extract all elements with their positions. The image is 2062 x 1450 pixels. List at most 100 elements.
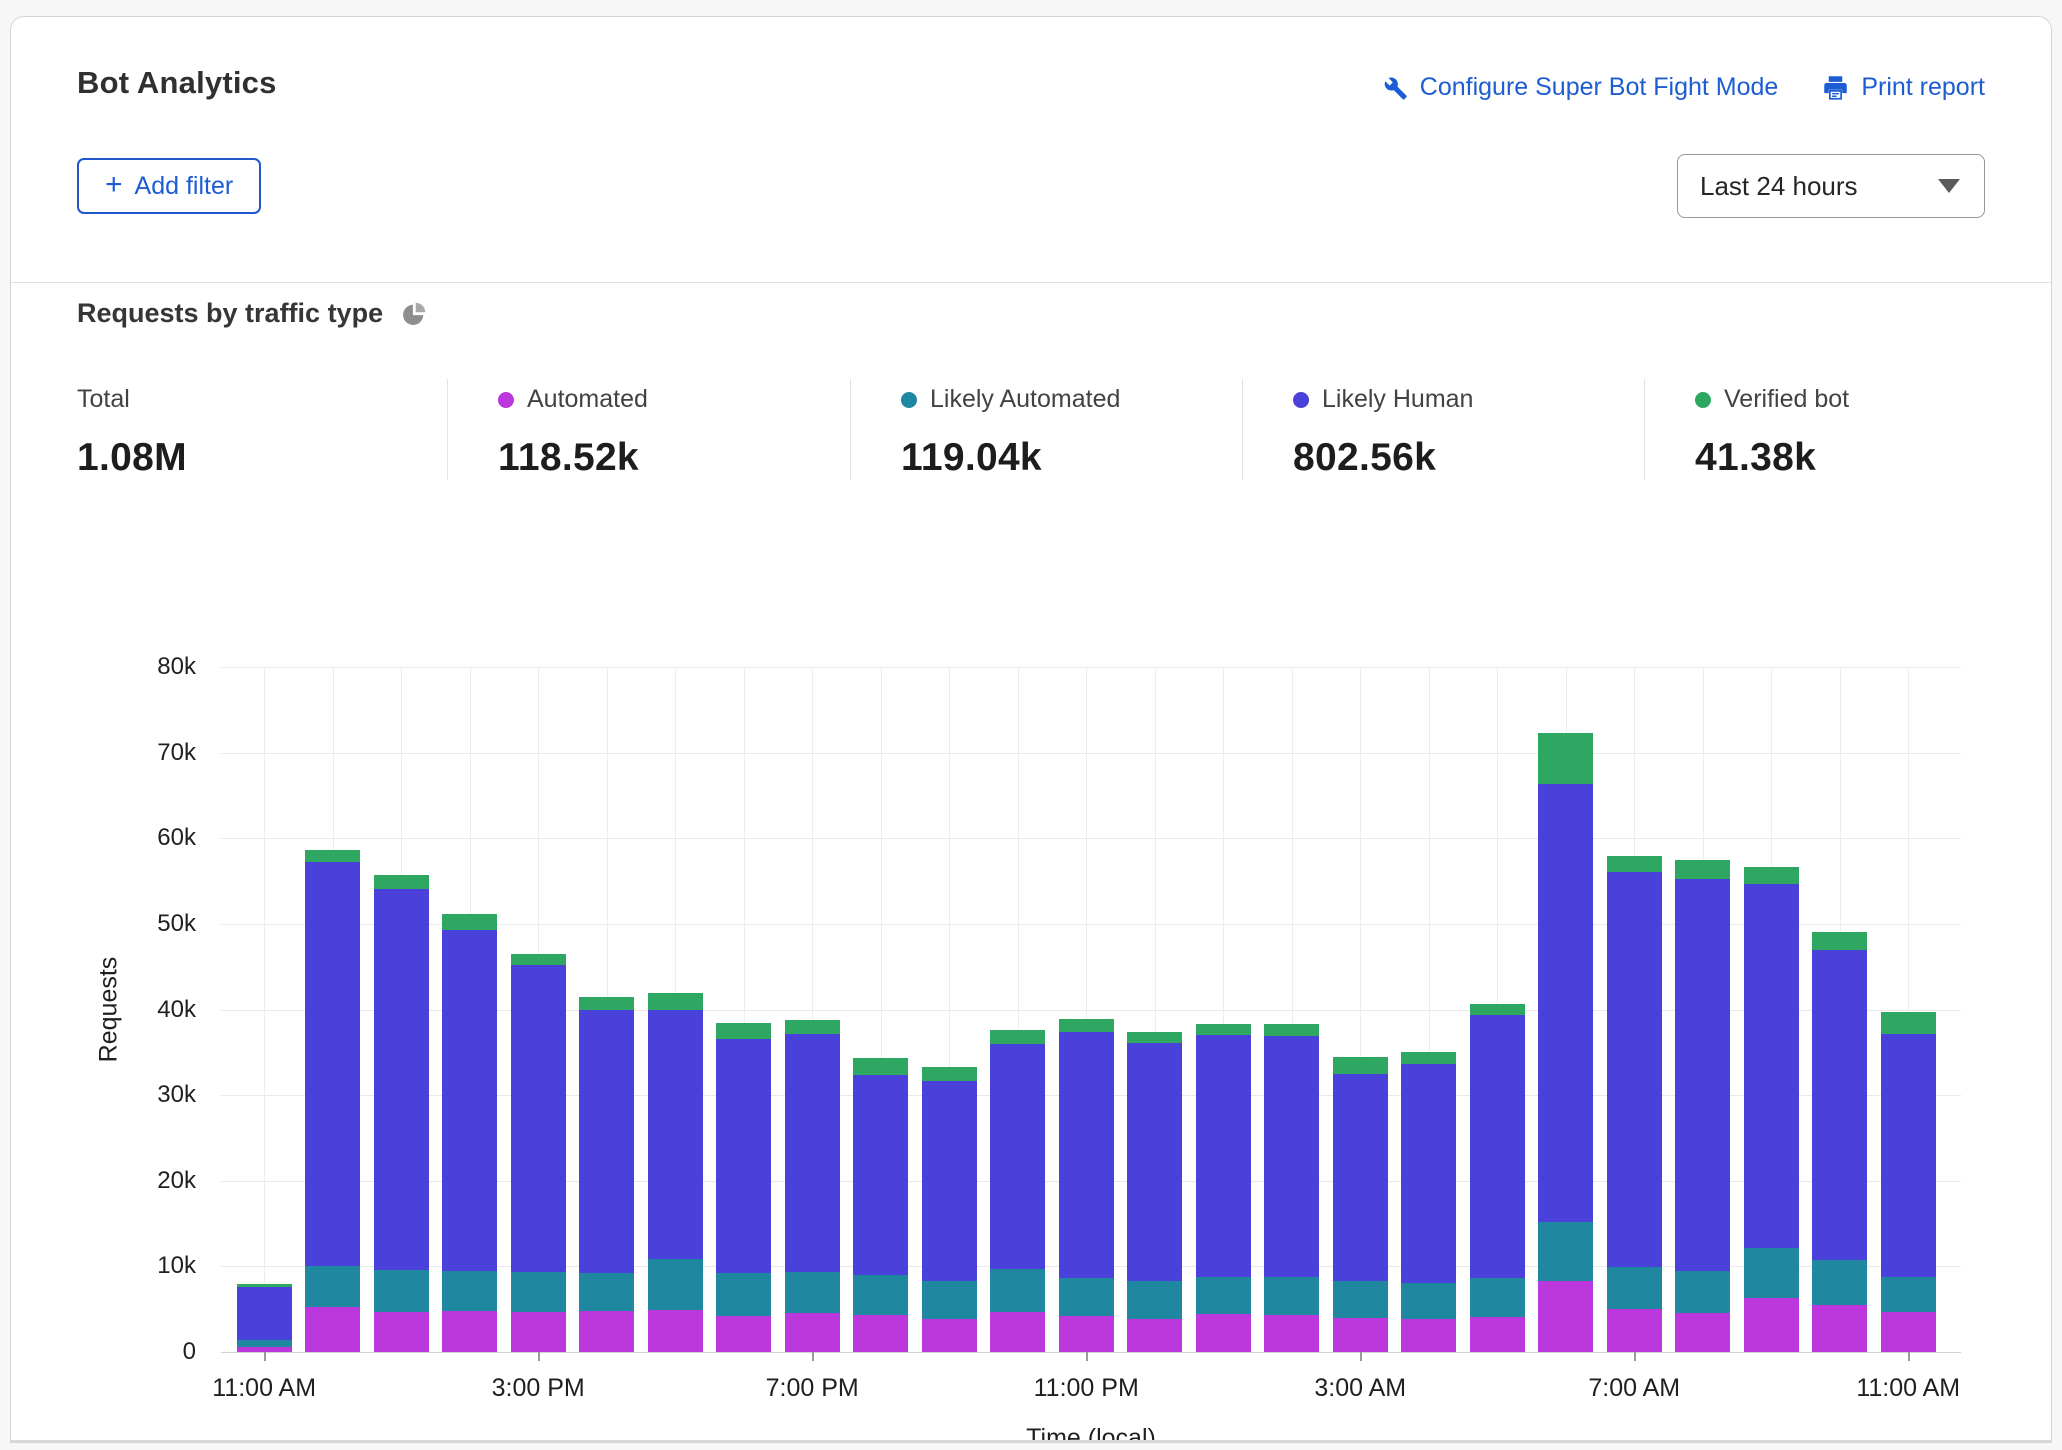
bar-segment-likely-automated[interactable] — [1538, 1221, 1594, 1281]
bar-segment-likely-human[interactable] — [579, 1010, 635, 1274]
bar-segment-verified-bot[interactable] — [1812, 931, 1868, 950]
bar-segment-likely-automated[interactable] — [579, 1273, 635, 1311]
bar-segment-automated[interactable] — [853, 1315, 909, 1352]
bar-segment-verified-bot[interactable] — [1332, 1057, 1388, 1074]
bar-segment-automated[interactable] — [1880, 1311, 1936, 1352]
bar-segment-likely-automated[interactable] — [1127, 1280, 1183, 1320]
configure-super-bot-fight-mode-link[interactable]: Configure Super Bot Fight Mode — [1381, 73, 1778, 102]
bar-segment-likely-human[interactable] — [1743, 883, 1799, 1248]
chart-bar-100pm-2[interactable] — [373, 875, 429, 1352]
bar-segment-likely-automated[interactable] — [921, 1280, 977, 1319]
chart-bar-300am-16[interactable] — [1332, 1057, 1388, 1352]
chart-bar-200pm-3[interactable] — [442, 913, 498, 1352]
chart-bar-300pm-4[interactable] — [510, 953, 566, 1352]
bar-segment-automated[interactable] — [1058, 1316, 1114, 1352]
chart-bar-1100am-24[interactable] — [1880, 1012, 1936, 1352]
bar-segment-verified-bot[interactable] — [1127, 1031, 1183, 1043]
bar-segment-likely-automated[interactable] — [373, 1269, 429, 1312]
bar-segment-likely-human[interactable] — [1538, 784, 1594, 1222]
bar-segment-automated[interactable] — [647, 1310, 703, 1352]
bar-segment-automated[interactable] — [784, 1313, 840, 1352]
bar-segment-verified-bot[interactable] — [784, 1019, 840, 1035]
bar-segment-verified-bot[interactable] — [1195, 1024, 1251, 1036]
bar-segment-likely-human[interactable] — [1812, 949, 1868, 1260]
bar-segment-likely-automated[interactable] — [510, 1272, 566, 1312]
chart-bar-400pm-5[interactable] — [579, 996, 635, 1352]
bar-segment-automated[interactable] — [1332, 1317, 1388, 1352]
bar-segment-likely-human[interactable] — [647, 1010, 703, 1259]
bar-segment-automated[interactable] — [305, 1306, 361, 1352]
bar-segment-likely-human[interactable] — [1401, 1064, 1457, 1283]
bar-segment-automated[interactable] — [442, 1310, 498, 1352]
bar-segment-likely-human[interactable] — [1195, 1035, 1251, 1277]
bar-segment-likely-human[interactable] — [510, 965, 566, 1273]
bar-segment-verified-bot[interactable] — [853, 1058, 909, 1075]
bar-segment-likely-automated[interactable] — [1058, 1278, 1114, 1317]
chart-bar-800am-21[interactable] — [1675, 859, 1731, 1352]
bar-segment-likely-human[interactable] — [1264, 1036, 1320, 1277]
bar-segment-likely-human[interactable] — [236, 1286, 292, 1341]
bar-segment-verified-bot[interactable] — [1880, 1012, 1936, 1034]
bar-segment-automated[interactable] — [1743, 1298, 1799, 1352]
bar-segment-verified-bot[interactable] — [305, 850, 361, 863]
bar-segment-likely-human[interactable] — [1058, 1031, 1114, 1279]
bar-segment-automated[interactable] — [373, 1311, 429, 1352]
bar-segment-likely-automated[interactable] — [1195, 1276, 1251, 1315]
bar-segment-likely-human[interactable] — [716, 1039, 772, 1274]
bar-segment-likely-automated[interactable] — [1332, 1280, 1388, 1318]
bar-segment-likely-automated[interactable] — [716, 1273, 772, 1317]
chart-bar-1200pm-1[interactable] — [305, 850, 361, 1352]
bar-segment-likely-human[interactable] — [1469, 1014, 1525, 1279]
bar-segment-automated[interactable] — [1401, 1318, 1457, 1352]
bar-segment-likely-automated[interactable] — [1812, 1259, 1868, 1305]
bar-segment-likely-human[interactable] — [921, 1081, 977, 1281]
bar-segment-likely-human[interactable] — [1606, 871, 1662, 1268]
chart-bar-1000pm-11[interactable] — [990, 1030, 1046, 1352]
bar-segment-verified-bot[interactable] — [442, 913, 498, 930]
chart-bar-600am-19[interactable] — [1538, 732, 1594, 1352]
chart-bar-700pm-8[interactable] — [784, 1019, 840, 1352]
bar-segment-automated[interactable] — [236, 1346, 292, 1352]
bar-segment-likely-human[interactable] — [305, 862, 361, 1267]
bar-segment-automated[interactable] — [921, 1318, 977, 1352]
bar-segment-likely-automated[interactable] — [442, 1270, 498, 1311]
chart-bar-100am-14[interactable] — [1195, 1024, 1251, 1352]
bar-segment-likely-automated[interactable] — [1606, 1267, 1662, 1310]
add-filter-button[interactable]: + Add filter — [77, 158, 262, 214]
bar-segment-verified-bot[interactable] — [579, 996, 635, 1011]
bar-segment-likely-automated[interactable] — [1675, 1270, 1731, 1314]
bar-segment-automated[interactable] — [990, 1311, 1046, 1352]
bar-segment-likely-automated[interactable] — [784, 1271, 840, 1314]
bar-segment-automated[interactable] — [579, 1310, 635, 1352]
bar-segment-likely-human[interactable] — [442, 929, 498, 1271]
bar-segment-likely-automated[interactable] — [305, 1266, 361, 1307]
bar-segment-verified-bot[interactable] — [1401, 1052, 1457, 1065]
bar-segment-automated[interactable] — [1127, 1319, 1183, 1352]
chart-bar-900am-22[interactable] — [1743, 867, 1799, 1352]
bar-segment-automated[interactable] — [716, 1316, 772, 1352]
chart-bar-1200am-13[interactable] — [1127, 1031, 1183, 1352]
bar-segment-automated[interactable] — [1606, 1309, 1662, 1352]
chart-bar-400am-17[interactable] — [1401, 1052, 1457, 1352]
bar-segment-automated[interactable] — [1675, 1313, 1731, 1352]
bar-segment-likely-automated[interactable] — [1743, 1247, 1799, 1299]
bar-segment-likely-automated[interactable] — [1401, 1282, 1457, 1319]
bar-segment-likely-human[interactable] — [784, 1034, 840, 1272]
bar-segment-automated[interactable] — [1469, 1316, 1525, 1352]
bar-segment-automated[interactable] — [510, 1311, 566, 1352]
bar-segment-likely-human[interactable] — [1675, 878, 1731, 1271]
bar-segment-likely-automated[interactable] — [1469, 1278, 1525, 1317]
bar-segment-verified-bot[interactable] — [990, 1030, 1046, 1044]
bar-segment-likely-automated[interactable] — [990, 1268, 1046, 1312]
time-range-select[interactable]: Last 24 hours — [1677, 154, 1985, 218]
bar-segment-verified-bot[interactable] — [1538, 732, 1594, 785]
chart-bar-1100am-0[interactable] — [236, 1283, 292, 1352]
bar-segment-verified-bot[interactable] — [1606, 856, 1662, 872]
bar-segment-likely-human[interactable] — [373, 888, 429, 1270]
bar-segment-verified-bot[interactable] — [373, 875, 429, 889]
bar-segment-likely-human[interactable] — [990, 1043, 1046, 1269]
chart-bar-500pm-6[interactable] — [647, 993, 703, 1352]
bar-segment-verified-bot[interactable] — [1743, 867, 1799, 884]
bar-segment-likely-human[interactable] — [1880, 1033, 1936, 1277]
chart-bar-700am-20[interactable] — [1606, 856, 1662, 1352]
